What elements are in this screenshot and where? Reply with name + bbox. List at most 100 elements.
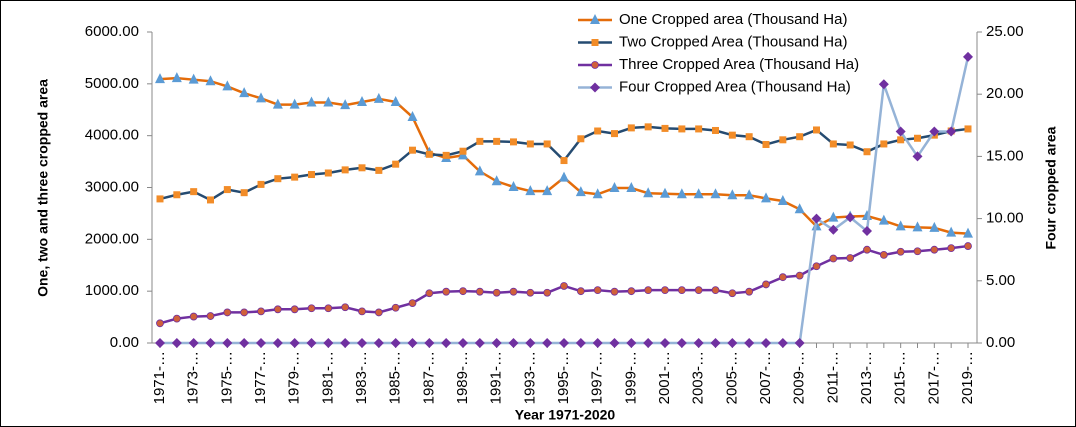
data-point: [712, 126, 719, 134]
data-point: [458, 338, 468, 348]
data-point: [358, 307, 366, 316]
data-point: [592, 188, 603, 199]
data-point: [508, 180, 519, 191]
data-point: [813, 126, 820, 134]
x-tick-label: 2015-…: [892, 351, 909, 404]
x-tick-label: 1979-…: [286, 351, 303, 404]
data-point: [542, 338, 553, 348]
data-point: [897, 136, 905, 144]
y2-tick-label: 5.00: [986, 272, 1015, 289]
data-point: [156, 195, 164, 203]
data-point: [963, 227, 973, 238]
data-point: [341, 166, 349, 174]
data-point: [846, 254, 855, 262]
data-point: [407, 111, 418, 122]
x-tick-label: 1991-…: [488, 351, 505, 404]
y-tick-label: 4000.00: [85, 127, 139, 144]
x-tick-label: 2011-…: [824, 351, 841, 403]
data-point: [272, 98, 283, 109]
data-point: [559, 171, 569, 182]
x-tick-label: 1999-…: [622, 351, 639, 404]
data-point: [442, 151, 450, 159]
data-point: [543, 288, 552, 297]
data-point: [509, 287, 518, 296]
data-point: [323, 96, 334, 107]
data-point: [693, 188, 704, 199]
data-point: [710, 188, 721, 199]
data-point: [206, 312, 215, 320]
data-point: [710, 338, 721, 348]
y2-tick-label: 20.00: [986, 85, 1024, 102]
data-point: [190, 188, 198, 196]
data-point: [474, 338, 485, 348]
x-tick-label: 1989-…: [454, 351, 471, 404]
data-point: [173, 191, 181, 199]
x-tick-label: 1973-…: [185, 351, 202, 404]
data-point: [796, 133, 804, 141]
data-point: [240, 308, 249, 317]
legend-marker: [590, 82, 600, 93]
data-point: [358, 164, 366, 172]
data-point: [357, 95, 367, 106]
data-point: [156, 319, 164, 328]
legend-label: Two Cropped Area (Thousand Ha): [619, 33, 847, 50]
data-point: [878, 214, 889, 225]
x-tick-label: 2013-…: [858, 351, 875, 404]
data-point: [727, 338, 738, 348]
y-tick-label: 1000.00: [85, 282, 139, 299]
data-point: [525, 338, 536, 348]
data-point: [373, 338, 384, 348]
data-point: [308, 171, 315, 179]
data-point: [205, 75, 216, 86]
data-point: [391, 303, 400, 312]
data-point: [661, 124, 669, 132]
data-point: [459, 287, 467, 296]
data-point: [777, 194, 788, 205]
data-point: [222, 338, 233, 348]
data-point: [762, 280, 770, 289]
x-tick-label: 1987-…: [420, 351, 437, 404]
data-point: [678, 125, 686, 133]
y-axis-title: One, two and three cropped area: [35, 79, 51, 297]
data-point: [425, 150, 433, 158]
data-point: [272, 338, 283, 348]
data-point: [357, 338, 367, 348]
data-point: [257, 307, 265, 316]
legend-marker: [590, 14, 600, 24]
data-point: [526, 140, 534, 148]
data-point: [863, 245, 871, 254]
data-point: [676, 188, 687, 199]
data-point: [324, 169, 332, 177]
data-point: [694, 286, 703, 295]
data-point: [778, 273, 787, 282]
data-point: [207, 196, 214, 204]
data-point: [964, 125, 972, 133]
data-point: [626, 182, 637, 193]
data-point: [273, 305, 282, 314]
y2-tick-label: 25.00: [986, 23, 1024, 40]
data-point: [525, 185, 536, 196]
legend-marker: [591, 39, 599, 46]
data-point: [745, 287, 754, 296]
data-point: [424, 338, 435, 348]
x-tick-label: 2017-…: [925, 351, 942, 404]
data-point: [542, 185, 553, 196]
data-point: [676, 338, 687, 348]
data-point: [644, 123, 652, 131]
data-point: [863, 148, 871, 156]
data-point: [390, 338, 401, 348]
data-point: [475, 287, 484, 296]
y-tick-label: 6000.00: [85, 23, 139, 40]
data-point: [508, 338, 519, 348]
data-point: [795, 271, 804, 280]
x-tick-label: 2009-…: [791, 351, 808, 404]
data-point: [828, 211, 839, 222]
data-point: [425, 289, 434, 298]
data-point: [895, 126, 906, 137]
data-point: [626, 338, 637, 348]
data-point: [324, 304, 333, 313]
data-point: [323, 338, 334, 348]
data-point: [223, 186, 231, 194]
